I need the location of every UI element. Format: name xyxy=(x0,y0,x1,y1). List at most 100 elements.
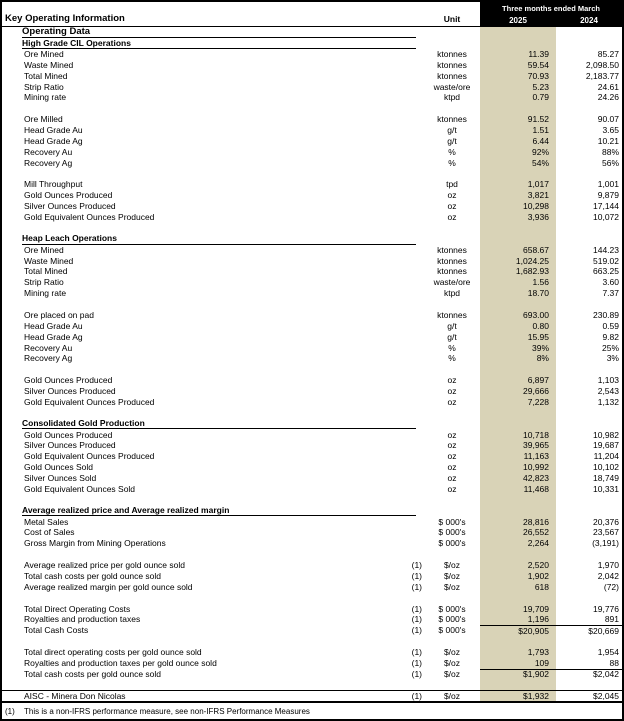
unit-cell: ktonnes xyxy=(437,114,467,125)
data-row: Cost of Sales $ 000's 26,552 23,567 xyxy=(2,527,622,539)
footnote-ref-cell: (1) xyxy=(411,560,422,571)
footnote-ref-cell: (1) xyxy=(398,690,424,701)
row-label-cell: Gold Equivalent Ounces Sold xyxy=(24,483,136,494)
footnote-ref-cell xyxy=(398,81,424,92)
footnote-ref-cell xyxy=(398,168,424,179)
value-2024-cell: 10,072 xyxy=(593,212,619,223)
spacer-row xyxy=(2,549,622,560)
unit-cell xyxy=(424,299,480,310)
value-2024-cell xyxy=(556,38,622,49)
footnote-ref-cell xyxy=(398,179,424,190)
data-row: Recovery Au% 92% 88% xyxy=(2,146,622,158)
row-label-cell: Total cash costs per gold ounce sold xyxy=(24,668,162,679)
unit-cell: waste/ore xyxy=(433,277,471,288)
section-title: Average realized price and Average reali… xyxy=(22,505,230,516)
unit-cell xyxy=(424,27,480,38)
value-2024-cell: 2,543 xyxy=(597,386,619,397)
footnote-ref-cell xyxy=(398,462,424,473)
row-label-cell: Royalties and production taxes xyxy=(24,614,141,625)
footnote-ref-cell xyxy=(398,136,424,147)
unit-cell xyxy=(424,234,480,245)
value-2025-cell: 28,816 xyxy=(480,516,556,528)
value-2025-cell xyxy=(480,636,556,647)
data-row: Ore Milled ktonnes 91.52 90.07 xyxy=(2,114,622,125)
data-row: Silver Ounces Sold oz 42,823 18,749 xyxy=(2,472,622,484)
unit-cell: ktonnes xyxy=(437,48,467,59)
value-2024-cell: 20,376 xyxy=(593,516,619,527)
unit-cell xyxy=(424,419,480,430)
row-label-cell xyxy=(2,549,398,560)
value-2025-cell: 7,228 xyxy=(480,396,556,408)
data-row: Strip Ratio waste/ore 1.56 3.60 xyxy=(2,277,622,288)
value-2024-cell xyxy=(556,495,622,506)
value-2024-cell: 11,204 xyxy=(593,451,619,462)
footnote-ref-cell xyxy=(398,516,424,527)
value-2025-cell xyxy=(480,494,556,506)
data-row: Gold Equivalent Ounces Sold oz 11,468 10,33… xyxy=(2,483,622,495)
data-row: Total cash costs per gold ounce sold (1) $… xyxy=(2,668,622,680)
data-row: Total direct operating costs per gold ou… xyxy=(2,646,622,658)
value-2024-cell xyxy=(556,593,622,604)
data-row: Royalties and production taxes (1) $ 000's… xyxy=(2,614,622,626)
unit-cell: $/oz xyxy=(443,570,461,581)
value-2024-cell: 23,567 xyxy=(593,527,619,538)
unit-cell: ktonnes xyxy=(437,309,467,320)
footnote-ref-cell xyxy=(398,71,424,82)
unit-cell: oz xyxy=(447,440,457,451)
data-row: Recovery Au% 39% 25% xyxy=(2,342,622,354)
unit-cell: $ 000's xyxy=(438,625,466,636)
page-title: Key Operating Information xyxy=(5,13,125,24)
data-row: Gold Ounces Sold oz 10,992 10,102 xyxy=(2,462,622,473)
data-row: Head Grade Ag g/t 15.95 9.82 xyxy=(2,331,622,343)
value-2025-cell: 19,709 xyxy=(480,603,556,615)
spacer-row xyxy=(2,222,622,234)
data-row: Silver Ounces Produced oz 29,666 2,543 xyxy=(2,385,622,397)
footnote-ref-cell xyxy=(398,386,424,397)
unit-cell: oz xyxy=(447,396,457,407)
row-label-cell: Gold Ounces Produced xyxy=(24,190,113,201)
value-2025-cell xyxy=(480,679,556,691)
footnote-ref-cell xyxy=(398,527,424,538)
footnote-ref-cell xyxy=(398,353,424,364)
section-header-row: Consolidated Gold Production xyxy=(2,418,622,430)
footnote-ref-cell xyxy=(398,549,424,560)
spacer-row xyxy=(2,103,622,114)
value-2024-cell: 88% xyxy=(601,146,619,157)
row-label-cell xyxy=(2,408,398,419)
unit-cell: ktpd xyxy=(443,92,461,103)
section-title: Operating Data xyxy=(22,27,91,38)
value-2024-cell: 88 xyxy=(609,657,619,668)
value-2025-cell: 10,992 xyxy=(480,462,556,473)
data-row: Recovery Ag% 8% 3% xyxy=(2,353,622,365)
value-2024-cell: (3,191) xyxy=(592,538,619,549)
row-label-cell: Silver Ounces Sold xyxy=(24,473,97,484)
spacer-row xyxy=(2,636,622,647)
row-label-cell: Silver Ounces Produced xyxy=(24,201,116,212)
footnote-ref-cell xyxy=(398,484,424,495)
section-header-row: Average realized price and Average reali… xyxy=(2,505,622,517)
value-2025-cell: $1,932 xyxy=(480,690,556,702)
value-2025-cell: 6,897 xyxy=(480,375,556,386)
report-header: Key Operating Information Unit Three mon… xyxy=(2,2,622,27)
value-2025-cell: 1,793 xyxy=(480,646,556,658)
row-label-cell: Strip Ratio xyxy=(24,81,64,92)
data-row: Gold Equivalent Ounces Produced oz 7,228 1,… xyxy=(2,396,622,408)
unit-cell: g/t xyxy=(447,331,457,342)
spacer-row xyxy=(2,364,622,375)
year-headers: 2025 2024 xyxy=(480,14,622,26)
value-2024-cell: 9,879 xyxy=(597,190,619,201)
report-title-cell: Key Operating Information xyxy=(2,2,424,26)
unit-cell: oz xyxy=(447,190,457,201)
value-2024-cell: 9.82 xyxy=(602,331,619,342)
unit-cell: % xyxy=(448,157,456,168)
value-2025-cell: 42,823 xyxy=(480,472,556,484)
row-label-cell: Recovery Au xyxy=(24,146,73,157)
value-2025-cell: 3,821 xyxy=(480,190,556,201)
unit-cell: oz xyxy=(447,429,457,440)
row-label-cell: Gross Margin from Mining Operations xyxy=(24,538,166,549)
value-2025-cell: 10,298 xyxy=(480,201,556,212)
value-2025-cell xyxy=(480,549,556,560)
value-2025-cell: $1,902 xyxy=(480,668,556,680)
row-label-cell: Total Mined xyxy=(24,70,68,81)
data-row: Metal Sales $ 000's 28,816 20,376 xyxy=(2,516,622,528)
